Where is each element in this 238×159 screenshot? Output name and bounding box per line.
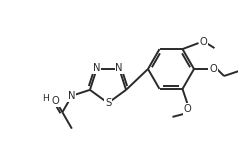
Text: O: O <box>52 96 60 106</box>
Text: N: N <box>115 63 123 73</box>
Text: N: N <box>93 63 101 73</box>
Text: O: O <box>200 37 207 47</box>
Text: H: H <box>42 94 49 104</box>
Text: S: S <box>105 98 111 108</box>
Text: O: O <box>184 104 191 114</box>
Text: O: O <box>209 64 217 74</box>
Text: N: N <box>68 91 76 101</box>
